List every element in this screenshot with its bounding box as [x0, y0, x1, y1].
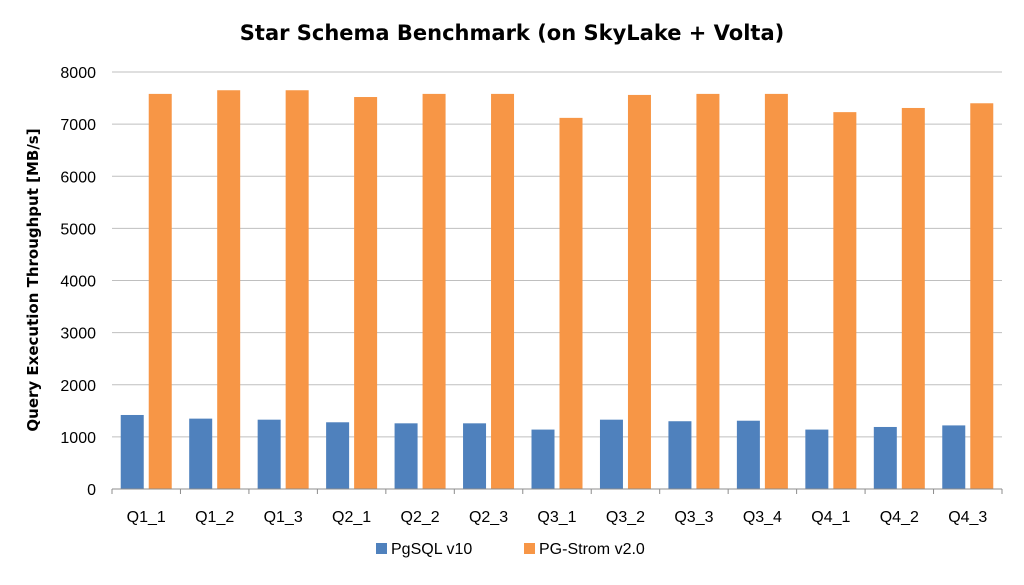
bars	[120, 90, 994, 490]
bar-pg-strom-v2-0-q4-3	[970, 103, 994, 490]
y-tick-label: 6000	[60, 169, 96, 186]
y-tick-label: 1000	[60, 430, 96, 447]
x-tick-label: Q2_3	[469, 509, 508, 526]
x-tick-label: Q2_2	[401, 509, 440, 526]
bar-pg-strom-v2-0-q4-1	[833, 112, 857, 489]
y-axis-ticks: 0 1000 2000 3000 4000 5000 6000 7000 8000	[60, 65, 96, 499]
bar-pgsql-v10-q4-3	[942, 425, 966, 489]
bar-pg-strom-v2-0-q4-2	[901, 107, 925, 489]
x-axis-ticks: Q1_1 Q1_2 Q1_3 Q2_1 Q2_2 Q2_3 Q3_1 Q3_2 Q3_3 Q3_4…	[111, 489, 1003, 526]
y-tick-label: 4000	[60, 274, 96, 291]
x-tick-label: Q1_3	[264, 509, 303, 526]
bar-pg-strom-v2-0-q1-2	[217, 90, 241, 490]
bar-pg-strom-v2-0-q1-3	[285, 90, 309, 490]
legend: PgSQL v10 PG-Strom v2.0	[376, 541, 645, 558]
bar-pgsql-v10-q4-1	[805, 429, 829, 489]
x-tick-label: Q4_1	[811, 509, 850, 526]
bar-pgsql-v10-q3-1	[531, 429, 555, 489]
bar-pg-strom-v2-0-q3-4	[764, 93, 788, 489]
x-tick-label: Q1_1	[127, 509, 166, 526]
bar-pg-strom-v2-0-q2-1	[354, 97, 378, 490]
bar-pg-strom-v2-0-q3-1	[559, 117, 583, 490]
y-tick-label: 2000	[60, 378, 96, 395]
y-tick-label: 5000	[60, 221, 96, 238]
bar-pgsql-v10-q3-4	[736, 420, 760, 489]
bar-pgsql-v10-q1-3	[257, 419, 281, 489]
y-tick-label: 7000	[60, 117, 96, 134]
bar-pg-strom-v2-0-q3-3	[696, 93, 720, 489]
x-tick-label: Q3_1	[537, 509, 576, 526]
bar-pgsql-v10-q2-1	[326, 422, 350, 489]
y-axis-label: Query Execution Throughput [MB/s]	[24, 128, 42, 431]
legend-label: PgSQL v10	[391, 541, 472, 558]
y-tick-label: 0	[87, 482, 96, 499]
x-tick-label: Q3_4	[743, 509, 782, 526]
y-tick-label: 3000	[60, 326, 96, 343]
bar-pg-strom-v2-0-q2-2	[422, 93, 446, 489]
x-tick-label: Q4_3	[948, 509, 987, 526]
x-tick-label: Q2_1	[332, 509, 371, 526]
bar-pg-strom-v2-0-q3-2	[627, 94, 651, 489]
bar-pg-strom-v2-0-q1-1	[148, 93, 172, 489]
gridlines	[112, 71, 1002, 438]
x-tick-label: Q4_2	[880, 509, 919, 526]
bar-pgsql-v10-q2-2	[394, 423, 418, 489]
bar-pgsql-v10-q1-2	[189, 418, 213, 489]
bar-pgsql-v10-q3-2	[599, 419, 623, 489]
bar-pg-strom-v2-0-q2-3	[491, 93, 515, 489]
bar-pgsql-v10-q4-2	[873, 426, 897, 489]
x-tick-label: Q3_3	[674, 509, 713, 526]
bar-pgsql-v10-q1-1	[120, 414, 144, 489]
legend-swatch	[524, 543, 535, 554]
x-tick-label: Q1_2	[195, 509, 234, 526]
legend-swatch	[376, 543, 387, 554]
legend-label: PG-Strom v2.0	[539, 541, 645, 558]
y-tick-label: 8000	[60, 65, 96, 82]
chart-title: Star Schema Benchmark (on SkyLake + Volt…	[240, 21, 784, 45]
bar-pgsql-v10-q3-3	[668, 421, 692, 489]
x-tick-label: Q3_2	[606, 509, 645, 526]
bar-pgsql-v10-q2-3	[463, 423, 487, 489]
